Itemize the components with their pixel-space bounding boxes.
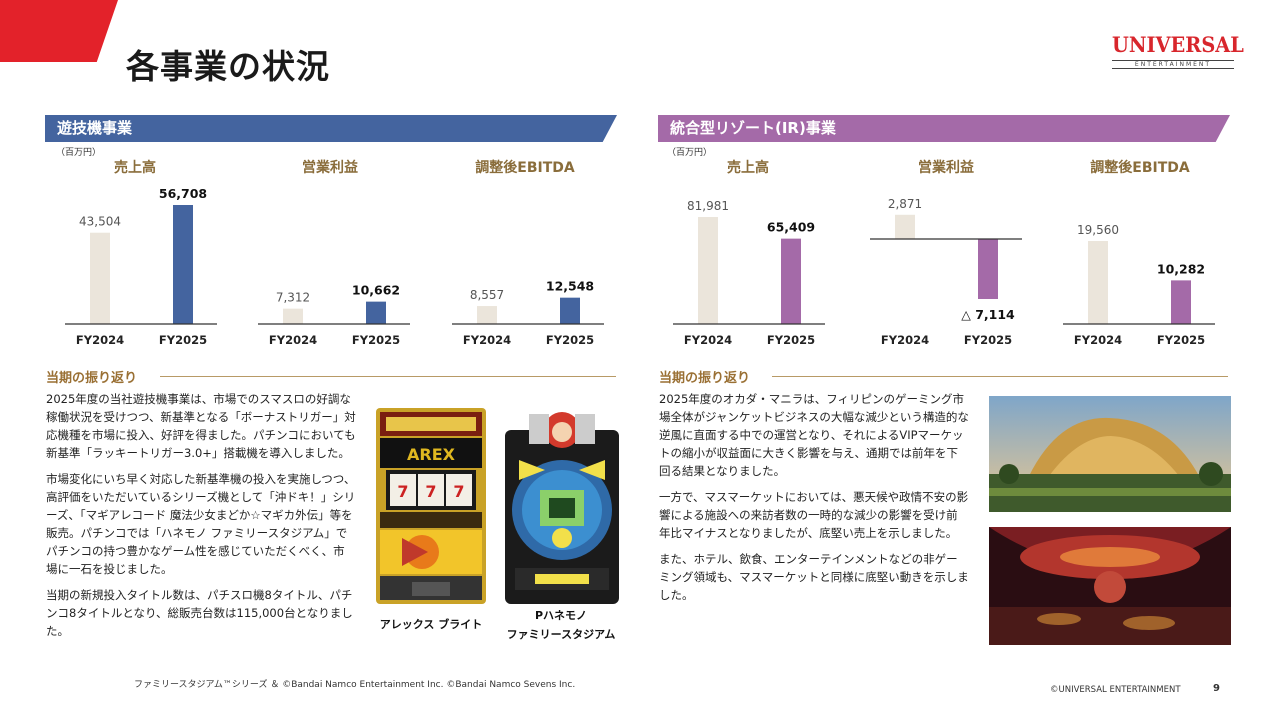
gaming-paragraph: 当期の新規投入タイトル数は、パチスロ機8タイトル、パチンコ8タイトルとなり、総販… xyxy=(46,588,353,638)
header-accent xyxy=(0,0,118,62)
resort-paragraph: 2025年度のオカダ・マニラは、フィリピンのゲーミング市場全体がジャンケットビジ… xyxy=(659,392,969,478)
bar-fy2024 xyxy=(477,306,497,324)
category-label: FY2024 xyxy=(1074,333,1122,347)
company-logo: UNIVERSAL ENTERTAINMENT xyxy=(1112,32,1244,74)
value-label: 8,557 xyxy=(470,288,504,302)
resort-review-divider xyxy=(772,376,1228,377)
value-label: 10,282 xyxy=(1157,261,1205,276)
logo-wordmark: UNIVERSAL xyxy=(1112,32,1244,57)
category-label: FY2025 xyxy=(546,333,594,347)
value-label: 10,662 xyxy=(352,283,400,298)
value-label: 43,504 xyxy=(79,215,121,229)
page-title: 各事業の状況 xyxy=(126,47,330,86)
bar-fy2024 xyxy=(283,308,303,324)
bar-fy2025 xyxy=(1171,280,1191,324)
okada-manila-interior-photo xyxy=(989,527,1231,645)
page-number: 9 xyxy=(1213,683,1220,694)
financial-charts: 43,504 FY2024 56,708 FY2025 7,312 FY2024 10,66… xyxy=(65,186,1215,347)
bar-fy2025 xyxy=(978,239,998,299)
chart-title-resort-sales: 売上高 xyxy=(727,160,769,176)
copyright-footnote: ファミリースタジアム™シリーズ ＆ ©Bandai Namco Entertai… xyxy=(134,680,576,690)
value-label: 7,312 xyxy=(276,291,310,305)
gaming-review-text: 2025年度の当社遊技機事業は、市場でのスマスロの好調な稼働状況を受けつつ、新基… xyxy=(46,390,356,648)
chart-title-gaming-sales: 売上高 xyxy=(114,160,156,176)
category-label: FY2024 xyxy=(76,333,124,347)
gaming-review-divider xyxy=(160,376,616,377)
resort-section-title: 統合型リゾート(IR)事業 xyxy=(658,115,1230,142)
chart-title-gaming-ebitda: 調整後EBITDA xyxy=(475,160,575,176)
chart-title-gaming-op: 営業利益 xyxy=(302,160,358,176)
bar-fy2024 xyxy=(895,214,915,239)
footer-copyright: ©UNIVERSAL ENTERTAINMENT xyxy=(1050,685,1181,695)
svg-text:7: 7 xyxy=(453,482,464,501)
family-stadium-machine-image xyxy=(505,412,619,604)
resort-unit-label: （百万円） xyxy=(667,148,713,158)
value-label: 65,409 xyxy=(767,220,815,235)
bar-fy2024 xyxy=(698,217,718,324)
value-label: 2,871 xyxy=(888,197,922,211)
category-label: FY2024 xyxy=(269,333,317,347)
logo-subtext: ENTERTAINMENT xyxy=(1112,60,1234,69)
value-label: 81,981 xyxy=(687,199,729,213)
bar-fy2025 xyxy=(781,238,801,324)
category-label: FY2025 xyxy=(352,333,400,347)
svg-text:AREX: AREX xyxy=(407,445,456,464)
okada-manila-exterior-photo xyxy=(989,396,1231,512)
family-stadium-caption: Pハネモノ ファミリースタジアム xyxy=(506,609,616,641)
category-label: FY2024 xyxy=(684,333,732,347)
category-label: FY2025 xyxy=(159,333,207,347)
value-label: 19,560 xyxy=(1077,223,1119,237)
gaming-unit-label: （百万円） xyxy=(56,148,102,158)
alex-bright-machine-image: AREX 7 7 7 xyxy=(376,408,486,604)
bar-fy2025 xyxy=(366,301,386,324)
alex-bright-caption: アレックス ブライト xyxy=(379,618,483,631)
svg-text:7: 7 xyxy=(425,482,436,501)
resort-paragraph: 一方で、マスマーケットにおいては、悪天候や政情不安の影響による施設への来訪者数の… xyxy=(659,490,969,540)
bar-fy2024 xyxy=(1088,241,1108,324)
resort-paragraph: また、ホテル、飲食、エンターテインメントなどの非ゲーミング領域も、マスマーケット… xyxy=(659,552,969,602)
category-label: FY2025 xyxy=(964,333,1012,347)
category-label: FY2025 xyxy=(767,333,815,347)
value-label: 56,708 xyxy=(159,186,207,201)
category-label: FY2024 xyxy=(881,333,929,347)
chart-title-resort-ebitda: 調整後EBITDA xyxy=(1090,160,1190,176)
gaming-review-heading: 当期の振り返り xyxy=(46,371,138,386)
gaming-section-title: 遊技機事業 xyxy=(45,115,617,142)
value-label: △ 7,114 xyxy=(961,307,1015,322)
category-label: FY2024 xyxy=(463,333,511,347)
bar-fy2025 xyxy=(173,205,193,324)
chart-title-resort-op: 営業利益 xyxy=(918,160,974,176)
gaming-paragraph: 2025年度の当社遊技機事業は、市場でのスマスロの好調な稼働状況を受けつつ、新基… xyxy=(46,392,356,460)
gaming-paragraph: 市場変化にいち早く対応した新基準機の投入を実施しつつ、高評価をいただいているシリ… xyxy=(46,472,356,576)
category-label: FY2025 xyxy=(1157,333,1205,347)
resort-review-text: 2025年度のオカダ・マニラは、フィリピンのゲーミング市場全体がジャンケットビジ… xyxy=(659,390,969,612)
svg-text:7: 7 xyxy=(397,482,408,501)
bar-fy2024 xyxy=(90,232,110,324)
bar-fy2025 xyxy=(560,297,580,324)
value-label: 12,548 xyxy=(546,279,594,294)
resort-review-heading: 当期の振り返り xyxy=(659,371,751,386)
